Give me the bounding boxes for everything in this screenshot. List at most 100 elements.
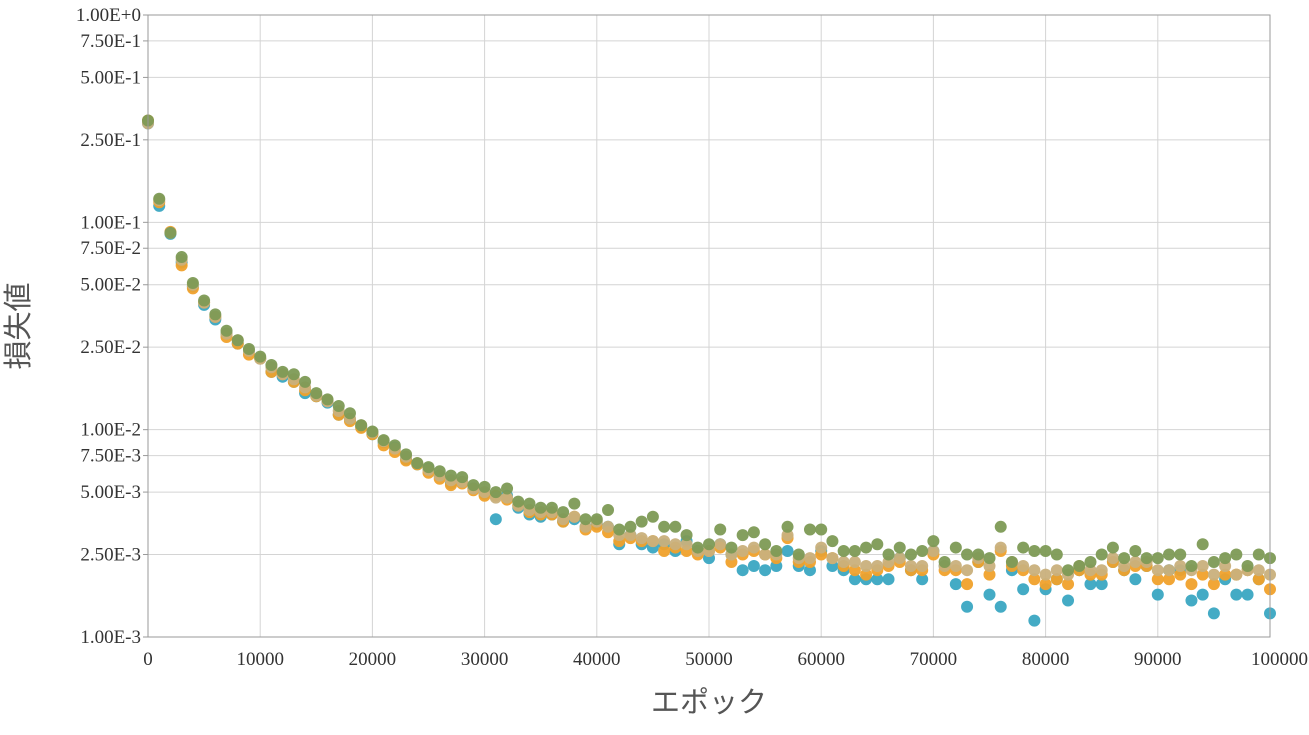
data-point <box>164 226 177 239</box>
data-point <box>1163 573 1176 586</box>
x-tick-label: 30000 <box>461 649 509 670</box>
data-point <box>1039 568 1052 581</box>
data-point <box>781 520 794 533</box>
data-point <box>1241 588 1254 601</box>
data-point <box>1095 578 1108 591</box>
x-tick-label: 0 <box>143 649 153 670</box>
data-point <box>837 556 850 569</box>
data-point <box>1219 552 1232 565</box>
data-point <box>871 538 884 551</box>
data-point <box>545 501 558 514</box>
data-point <box>254 350 267 363</box>
data-point <box>1185 594 1198 607</box>
data-point <box>1174 548 1187 561</box>
data-point <box>848 556 861 569</box>
data-point <box>860 568 873 581</box>
data-point <box>590 513 603 526</box>
y-axis-title: 損失値 <box>1 282 35 369</box>
data-point <box>848 544 861 557</box>
data-point <box>1073 560 1086 573</box>
data-point <box>1005 556 1018 569</box>
data-point <box>736 529 749 542</box>
data-point <box>478 480 491 493</box>
data-point <box>1174 568 1187 581</box>
data-point <box>1017 541 1030 554</box>
data-point <box>1140 552 1153 565</box>
data-point <box>501 491 514 504</box>
x-tick-label: 40000 <box>573 649 621 670</box>
data-point <box>882 573 895 586</box>
data-point <box>680 529 693 542</box>
data-point <box>299 375 312 388</box>
data-point <box>153 192 166 205</box>
data-point <box>1129 573 1142 586</box>
data-point <box>523 497 536 510</box>
data-point <box>1207 556 1220 569</box>
data-point <box>1106 552 1119 565</box>
data-point <box>1163 564 1176 577</box>
data-point <box>1252 573 1265 586</box>
data-point <box>983 552 996 565</box>
data-point <box>332 400 345 413</box>
data-point <box>1252 548 1265 561</box>
data-point <box>1151 588 1164 601</box>
y-tick-label: 7.50E-1 <box>80 31 141 52</box>
data-point <box>658 535 671 548</box>
data-point <box>669 520 682 533</box>
data-point <box>287 368 300 381</box>
data-point <box>321 393 334 406</box>
data-point <box>400 448 413 461</box>
data-point <box>489 486 502 499</box>
data-point <box>1118 552 1131 565</box>
data-point <box>1017 583 1030 596</box>
data-point <box>624 529 637 542</box>
x-tick-label: 70000 <box>910 649 958 670</box>
y-tick-label: 2.50E-2 <box>80 337 141 358</box>
data-point <box>893 552 906 565</box>
data-point <box>747 541 760 554</box>
data-points <box>142 114 1276 627</box>
data-point <box>1196 588 1209 601</box>
data-point <box>916 573 929 586</box>
data-point <box>725 541 738 554</box>
data-point <box>747 526 760 539</box>
data-point <box>871 560 884 573</box>
data-point <box>904 560 917 573</box>
data-point <box>658 520 671 533</box>
data-point <box>1196 568 1209 581</box>
data-point <box>276 365 289 378</box>
data-point <box>186 276 199 289</box>
y-tick-label: 1.00E-3 <box>80 627 141 648</box>
data-point <box>646 510 659 523</box>
y-tick-label: 7.50E-3 <box>80 446 141 467</box>
x-tick-label: 100000 <box>1251 649 1308 670</box>
data-point <box>803 552 816 565</box>
data-point <box>860 560 873 573</box>
data-point <box>949 578 962 591</box>
data-point <box>703 538 715 551</box>
series-4 <box>142 114 1276 577</box>
data-point <box>1095 564 1108 577</box>
data-point <box>534 501 547 514</box>
data-point <box>467 479 480 492</box>
data-point <box>1039 544 1052 557</box>
data-point <box>815 523 828 536</box>
data-point <box>366 425 379 438</box>
data-point <box>1084 556 1097 569</box>
data-point <box>1196 560 1209 573</box>
data-point <box>747 560 760 573</box>
data-point <box>343 407 356 420</box>
data-point <box>860 541 873 554</box>
y-tick-label: 1.00E-1 <box>80 212 141 233</box>
data-point <box>736 564 749 577</box>
data-point <box>927 535 940 548</box>
data-point <box>927 544 940 557</box>
data-point <box>1129 556 1142 569</box>
data-point <box>994 520 1007 533</box>
data-point <box>175 251 188 264</box>
data-point <box>624 520 637 533</box>
x-axis-title: エポック <box>651 685 767 719</box>
x-tick-label: 10000 <box>236 649 284 670</box>
y-axis-tick-labels: 1.00E+0 7.50E-1 5.00E-1 2.50E-1 1.00E-1 7.50E… <box>76 5 148 648</box>
